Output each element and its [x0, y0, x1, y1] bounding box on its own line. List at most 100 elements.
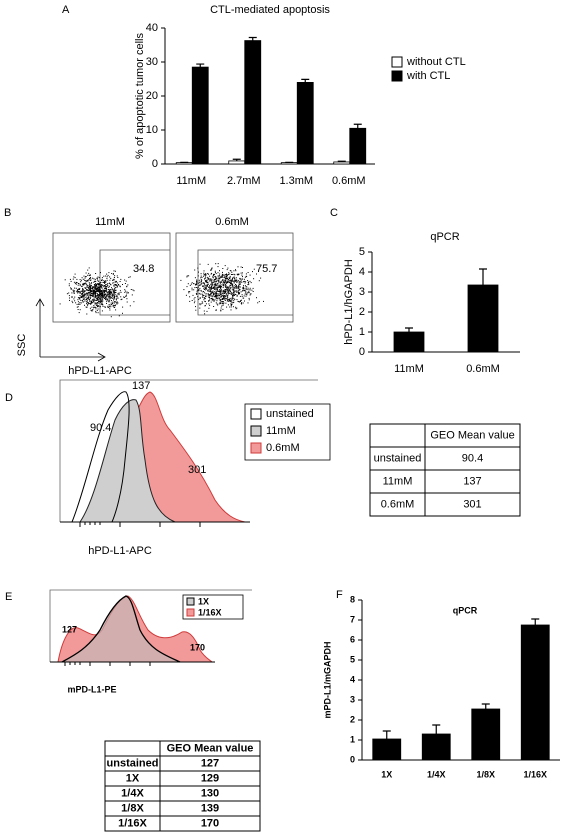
dot: [84, 287, 86, 289]
dot: [200, 303, 202, 305]
dot: [132, 289, 134, 291]
dot: [224, 276, 225, 278]
dot: [106, 297, 108, 299]
dot: [95, 310, 97, 312]
dot: [180, 279, 182, 281]
dot: [118, 292, 120, 294]
dot: [85, 283, 87, 285]
panel-label: D: [5, 392, 13, 404]
dot: [84, 277, 86, 279]
dot: [222, 298, 224, 300]
legend-swatch: [250, 408, 262, 420]
dot: [90, 284, 92, 286]
dot: [227, 267, 229, 269]
dot: [90, 290, 92, 292]
dot: [94, 291, 96, 293]
dot: [101, 303, 103, 305]
dot: [217, 295, 219, 297]
dot: [99, 300, 101, 302]
dot: [242, 267, 243, 268]
dot: [249, 280, 251, 282]
x-tick-label: 11mM: [176, 175, 206, 187]
dot: [225, 290, 227, 292]
dot: [206, 286, 208, 287]
dot: [207, 290, 209, 292]
dot: [194, 300, 196, 302]
dot: [203, 297, 205, 299]
dot: [223, 274, 225, 276]
dot: [99, 289, 101, 291]
dot: [112, 290, 114, 292]
dot: [208, 294, 210, 296]
dot: [233, 298, 235, 300]
dot: [112, 304, 114, 306]
dot: [72, 302, 74, 304]
dot: [208, 273, 209, 275]
dot: [112, 305, 114, 307]
dot: [233, 286, 235, 288]
dot: [219, 292, 221, 294]
dot: [96, 278, 98, 280]
dot: [198, 279, 200, 281]
dot: [70, 280, 72, 282]
dot: [190, 283, 192, 285]
dot: [227, 299, 229, 301]
dot: [235, 308, 237, 310]
dot: [210, 280, 212, 282]
dot: [236, 288, 238, 290]
dot: [229, 298, 231, 300]
dot: [214, 286, 216, 288]
dot: [207, 273, 209, 275]
dot: [110, 306, 112, 308]
dot: [78, 297, 80, 299]
dot: [220, 286, 222, 288]
y-axis-label: mPD-L1/mGAPDH: [322, 641, 332, 718]
dot: [112, 280, 114, 281]
dot: [89, 287, 91, 289]
dot: [244, 293, 246, 295]
dot: [233, 273, 235, 275]
dot: [87, 269, 89, 271]
dot: [124, 279, 126, 281]
dot: [94, 284, 96, 286]
y-tick-label: 3: [359, 286, 365, 298]
dot: [235, 284, 237, 286]
dot: [90, 288, 92, 290]
dot: [200, 289, 202, 291]
dot: [217, 297, 219, 299]
dot: [105, 298, 107, 300]
dot: [208, 303, 210, 305]
dot: [90, 303, 92, 305]
dot: [240, 300, 242, 301]
dot: [194, 269, 196, 271]
dot: [89, 283, 91, 285]
dot: [216, 288, 218, 290]
y-tick-label: 2: [350, 714, 355, 724]
dot: [241, 295, 243, 297]
dot: [96, 290, 98, 292]
dot: [223, 302, 225, 304]
dot: [205, 273, 207, 275]
dot: [203, 289, 205, 290]
dot: [203, 299, 205, 301]
dot: [90, 302, 92, 304]
dot: [88, 267, 90, 269]
dot: [243, 285, 244, 287]
dot: [211, 285, 213, 286]
dot: [232, 295, 234, 297]
dot: [80, 297, 82, 298]
dot: [116, 294, 118, 296]
dot: [205, 294, 207, 296]
dot: [90, 285, 92, 287]
dot: [193, 302, 195, 304]
dot: [220, 281, 222, 283]
dot: [209, 288, 211, 290]
dot: [98, 305, 100, 307]
dot: [231, 299, 233, 301]
dot: [77, 299, 79, 301]
dot: [225, 294, 227, 296]
dot: [116, 284, 118, 286]
dot: [68, 292, 70, 294]
dot: [215, 302, 217, 304]
dot: [199, 303, 201, 305]
